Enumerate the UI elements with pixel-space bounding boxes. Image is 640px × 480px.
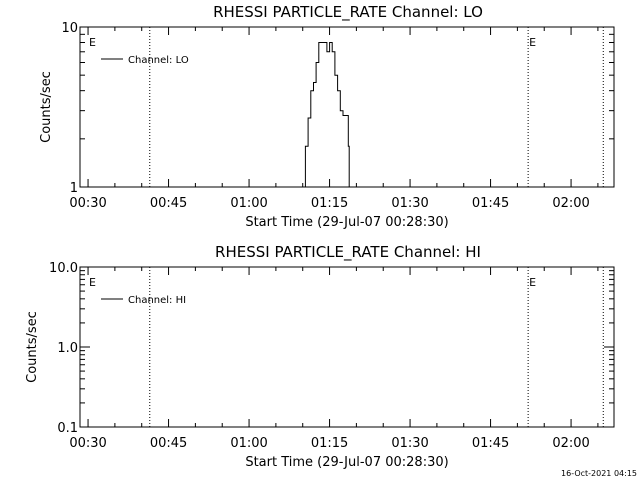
panel-lo: RHESSI PARTICLE_RATE Channel: LO Counts/… bbox=[39, 3, 615, 230]
panel-hi-plot-frame bbox=[79, 266, 615, 428]
panel-hi-y-tick-label: 10.0 bbox=[49, 261, 78, 276]
panel-hi-y-axis-label: Counts/sec bbox=[25, 311, 40, 383]
panel-lo-event-marker: E bbox=[89, 36, 96, 49]
panel-hi-x-tick-label: 01:45 bbox=[472, 436, 509, 451]
panel-lo-x-tick-label: 00:45 bbox=[150, 196, 187, 211]
panel-hi-y-tick-label: 0.1 bbox=[57, 421, 78, 436]
panel-hi-x-tick-label: 00:45 bbox=[150, 436, 187, 451]
footer-timestamp: 16-Oct-2021 04:15 bbox=[561, 469, 637, 478]
panel-hi-x-tick-label: 00:30 bbox=[69, 436, 106, 451]
panel-hi-x-tick-label: 02:00 bbox=[552, 436, 589, 451]
panel-hi: RHESSI PARTICLE_RATE Channel: HI Counts/… bbox=[25, 243, 615, 470]
panel-lo-x-tick-label: 01:15 bbox=[311, 196, 348, 211]
panel-hi-x-tick-label: 01:15 bbox=[311, 436, 348, 451]
panel-hi-event-marker: E bbox=[89, 276, 96, 289]
panel-hi-x-tick-label: 01:30 bbox=[391, 436, 428, 451]
panel-lo-series-line bbox=[300, 42, 350, 188]
panel-lo-y-tick-label: 10 bbox=[61, 21, 78, 36]
panel-lo-x-tick-label: 01:00 bbox=[230, 196, 267, 211]
panel-lo-y-tick-label: 1 bbox=[70, 181, 78, 196]
panel-lo-marks: 00:30 00:45 01:00 01:15 01:30 01:45 02:00 1 10 E E… bbox=[61, 21, 614, 211]
panel-lo-plot-frame bbox=[79, 26, 615, 188]
panel-hi-x-axis-label: Start Time (29-Jul-07 00:28:30) bbox=[245, 455, 448, 470]
panel-hi-event-marker: E bbox=[529, 276, 536, 289]
panel-lo-event-marker: E bbox=[529, 36, 536, 49]
panel-hi-legend-label: Channel: HI bbox=[128, 295, 186, 306]
panel-lo-x-tick-label: 01:45 bbox=[472, 196, 509, 211]
panel-hi-y-tick-label: 1.0 bbox=[57, 341, 78, 356]
panel-hi-marks: 00:30 00:45 01:00 01:15 01:30 01:45 02:00 0.1 1.… bbox=[49, 261, 614, 451]
panel-lo-title: RHESSI PARTICLE_RATE Channel: LO bbox=[213, 3, 483, 22]
panel-lo-legend-label: Channel: LO bbox=[128, 55, 189, 66]
panel-lo-x-tick-label: 01:30 bbox=[391, 196, 428, 211]
panel-hi-x-tick-label: 01:00 bbox=[230, 436, 267, 451]
panel-lo-x-tick-label: 02:00 bbox=[552, 196, 589, 211]
panel-lo-x-tick-label: 00:30 bbox=[69, 196, 106, 211]
panel-hi-title: RHESSI PARTICLE_RATE Channel: HI bbox=[215, 243, 481, 262]
panel-lo-x-axis-label: Start Time (29-Jul-07 00:28:30) bbox=[245, 215, 448, 230]
panel-lo-y-axis-label: Counts/sec bbox=[39, 71, 54, 143]
